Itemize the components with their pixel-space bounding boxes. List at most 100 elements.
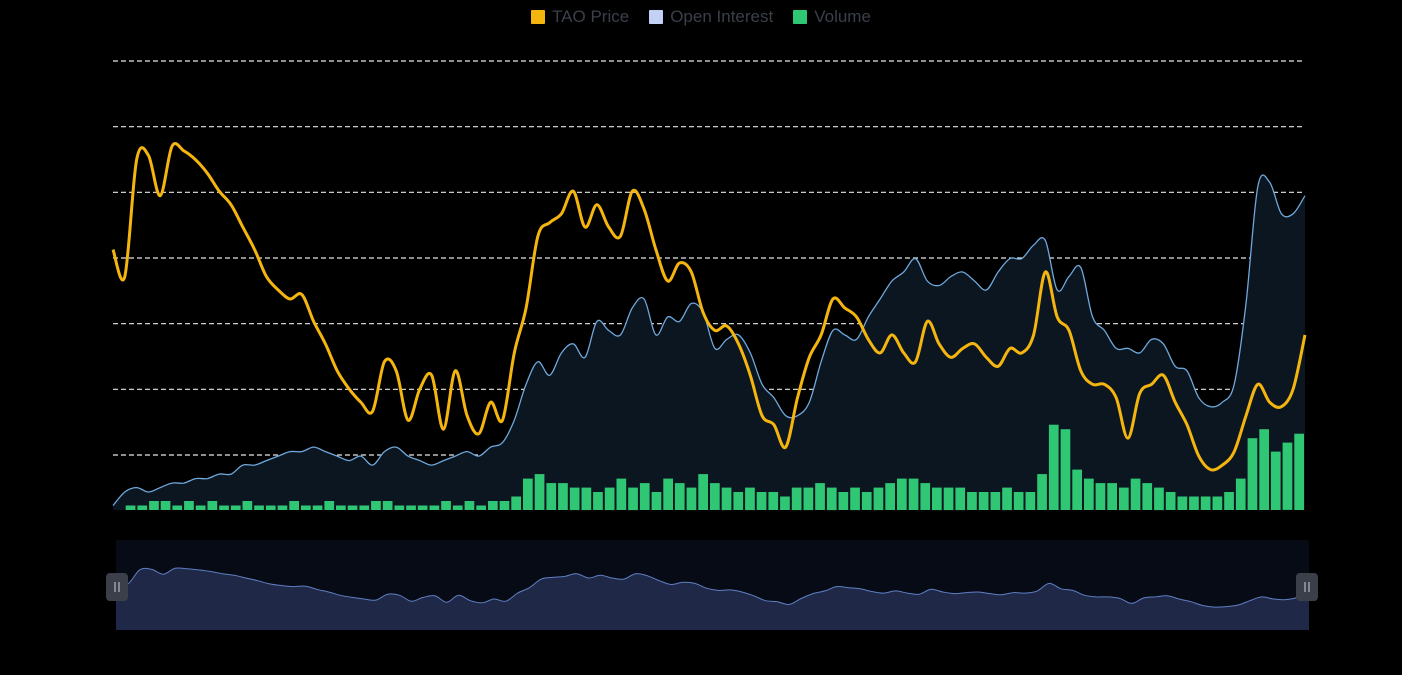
volume-bar <box>815 483 825 510</box>
volume-bar <box>745 487 755 511</box>
volume-bar <box>698 474 708 510</box>
open-interest-area <box>113 175 1305 510</box>
legend-label-price: TAO Price <box>552 7 630 26</box>
legend-item-open-interest[interactable]: Open Interest <box>649 7 773 27</box>
volume-bar <box>897 478 907 510</box>
volume-bar <box>523 478 533 510</box>
volume-bar <box>1130 478 1141 510</box>
zoom-handle-right-body <box>1296 573 1318 601</box>
volume-bar <box>499 501 510 510</box>
legend-swatch-open-interest <box>649 10 664 24</box>
volume-bar <box>149 501 159 510</box>
volume-bar <box>978 492 989 510</box>
volume-bar <box>1189 496 1199 510</box>
legend-item-price[interactable]: TAO Price <box>531 7 629 27</box>
volume-bar <box>873 487 884 511</box>
volume-bar <box>277 505 288 510</box>
volume-bar <box>1224 492 1234 510</box>
volume-bar <box>429 505 440 510</box>
volume-bar <box>780 496 790 510</box>
volume-bar <box>628 487 638 511</box>
volume-bar <box>359 505 370 510</box>
volume-bar <box>511 496 521 510</box>
volume-bar <box>265 505 276 510</box>
open-interest-line <box>112 174 1306 506</box>
volume-bar <box>710 483 720 510</box>
volume-bar <box>1177 496 1188 510</box>
volume-bar <box>1270 451 1281 510</box>
volume-bar <box>803 487 814 511</box>
volume-bar <box>558 483 568 510</box>
volume-bar <box>219 505 229 510</box>
chart-legend: TAO Price Open Interest Volume <box>0 7 1402 27</box>
legend-swatch-price <box>531 10 546 24</box>
volume-bar <box>452 505 463 510</box>
volume-bar <box>289 501 299 510</box>
volume-bar <box>534 474 545 510</box>
volume-bar <box>616 478 627 510</box>
zoom-preview-area <box>116 567 1309 630</box>
volume-bar <box>943 487 954 511</box>
volume-bar <box>639 483 650 510</box>
legend-label-volume: Volume <box>814 7 871 26</box>
volume-bar <box>1095 483 1106 510</box>
volume-bar <box>838 492 849 510</box>
price-series <box>111 142 1307 472</box>
zoom-handle-left[interactable] <box>106 573 128 601</box>
volume-bar <box>137 505 148 510</box>
volume-bar <box>546 483 557 510</box>
volume-bar <box>464 501 475 510</box>
volume-bar <box>324 501 335 510</box>
volume-bar <box>230 505 241 510</box>
volume-bar <box>417 505 428 510</box>
volume-bar <box>1107 483 1117 510</box>
zoom-handle-left-body <box>106 573 128 601</box>
volume-bar <box>172 505 183 510</box>
volume-bar <box>476 505 486 510</box>
volume-bar <box>1084 478 1094 510</box>
volume-bar <box>955 487 966 511</box>
zoom-slider[interactable] <box>106 540 1318 630</box>
volume-bar <box>791 487 802 511</box>
volume-bar <box>1060 429 1071 510</box>
legend-swatch-volume <box>793 10 808 24</box>
volume-bar <box>254 505 264 510</box>
volume-bar <box>1200 496 1211 510</box>
volume-bar <box>371 501 381 510</box>
volume-bar <box>1282 442 1293 510</box>
volume-bar <box>826 487 837 511</box>
volume-bar <box>1247 438 1258 510</box>
volume-bar <box>768 492 779 510</box>
volume-bar <box>967 492 977 510</box>
price-line <box>111 142 1307 472</box>
volume-bar <box>604 487 615 511</box>
volume-bar <box>651 492 662 510</box>
volume-series <box>125 424 1304 511</box>
volume-bar <box>1212 496 1223 510</box>
volume-bar <box>1002 487 1012 511</box>
volume-bar <box>1154 487 1164 511</box>
volume-bar <box>242 501 253 510</box>
volume-bar <box>1048 424 1059 510</box>
zoom-handle-right[interactable] <box>1296 573 1318 601</box>
volume-bar <box>1259 429 1269 510</box>
volume-bar <box>674 483 685 510</box>
volume-bar <box>184 501 194 510</box>
volume-bar <box>347 505 358 510</box>
volume-bar <box>850 487 860 511</box>
volume-bar <box>908 478 919 510</box>
legend-item-volume[interactable]: Volume <box>793 7 871 27</box>
volume-bar <box>441 501 451 510</box>
volume-bar <box>207 501 218 510</box>
volume-bar <box>488 501 498 510</box>
volume-bar <box>721 487 732 511</box>
volume-bar <box>686 487 697 511</box>
volume-bar <box>1294 433 1304 510</box>
volume-bar <box>593 492 603 510</box>
volume-bar <box>581 487 592 511</box>
volume-bar <box>1119 487 1129 511</box>
volume-bar <box>1013 492 1024 510</box>
volume-bar <box>756 492 767 510</box>
